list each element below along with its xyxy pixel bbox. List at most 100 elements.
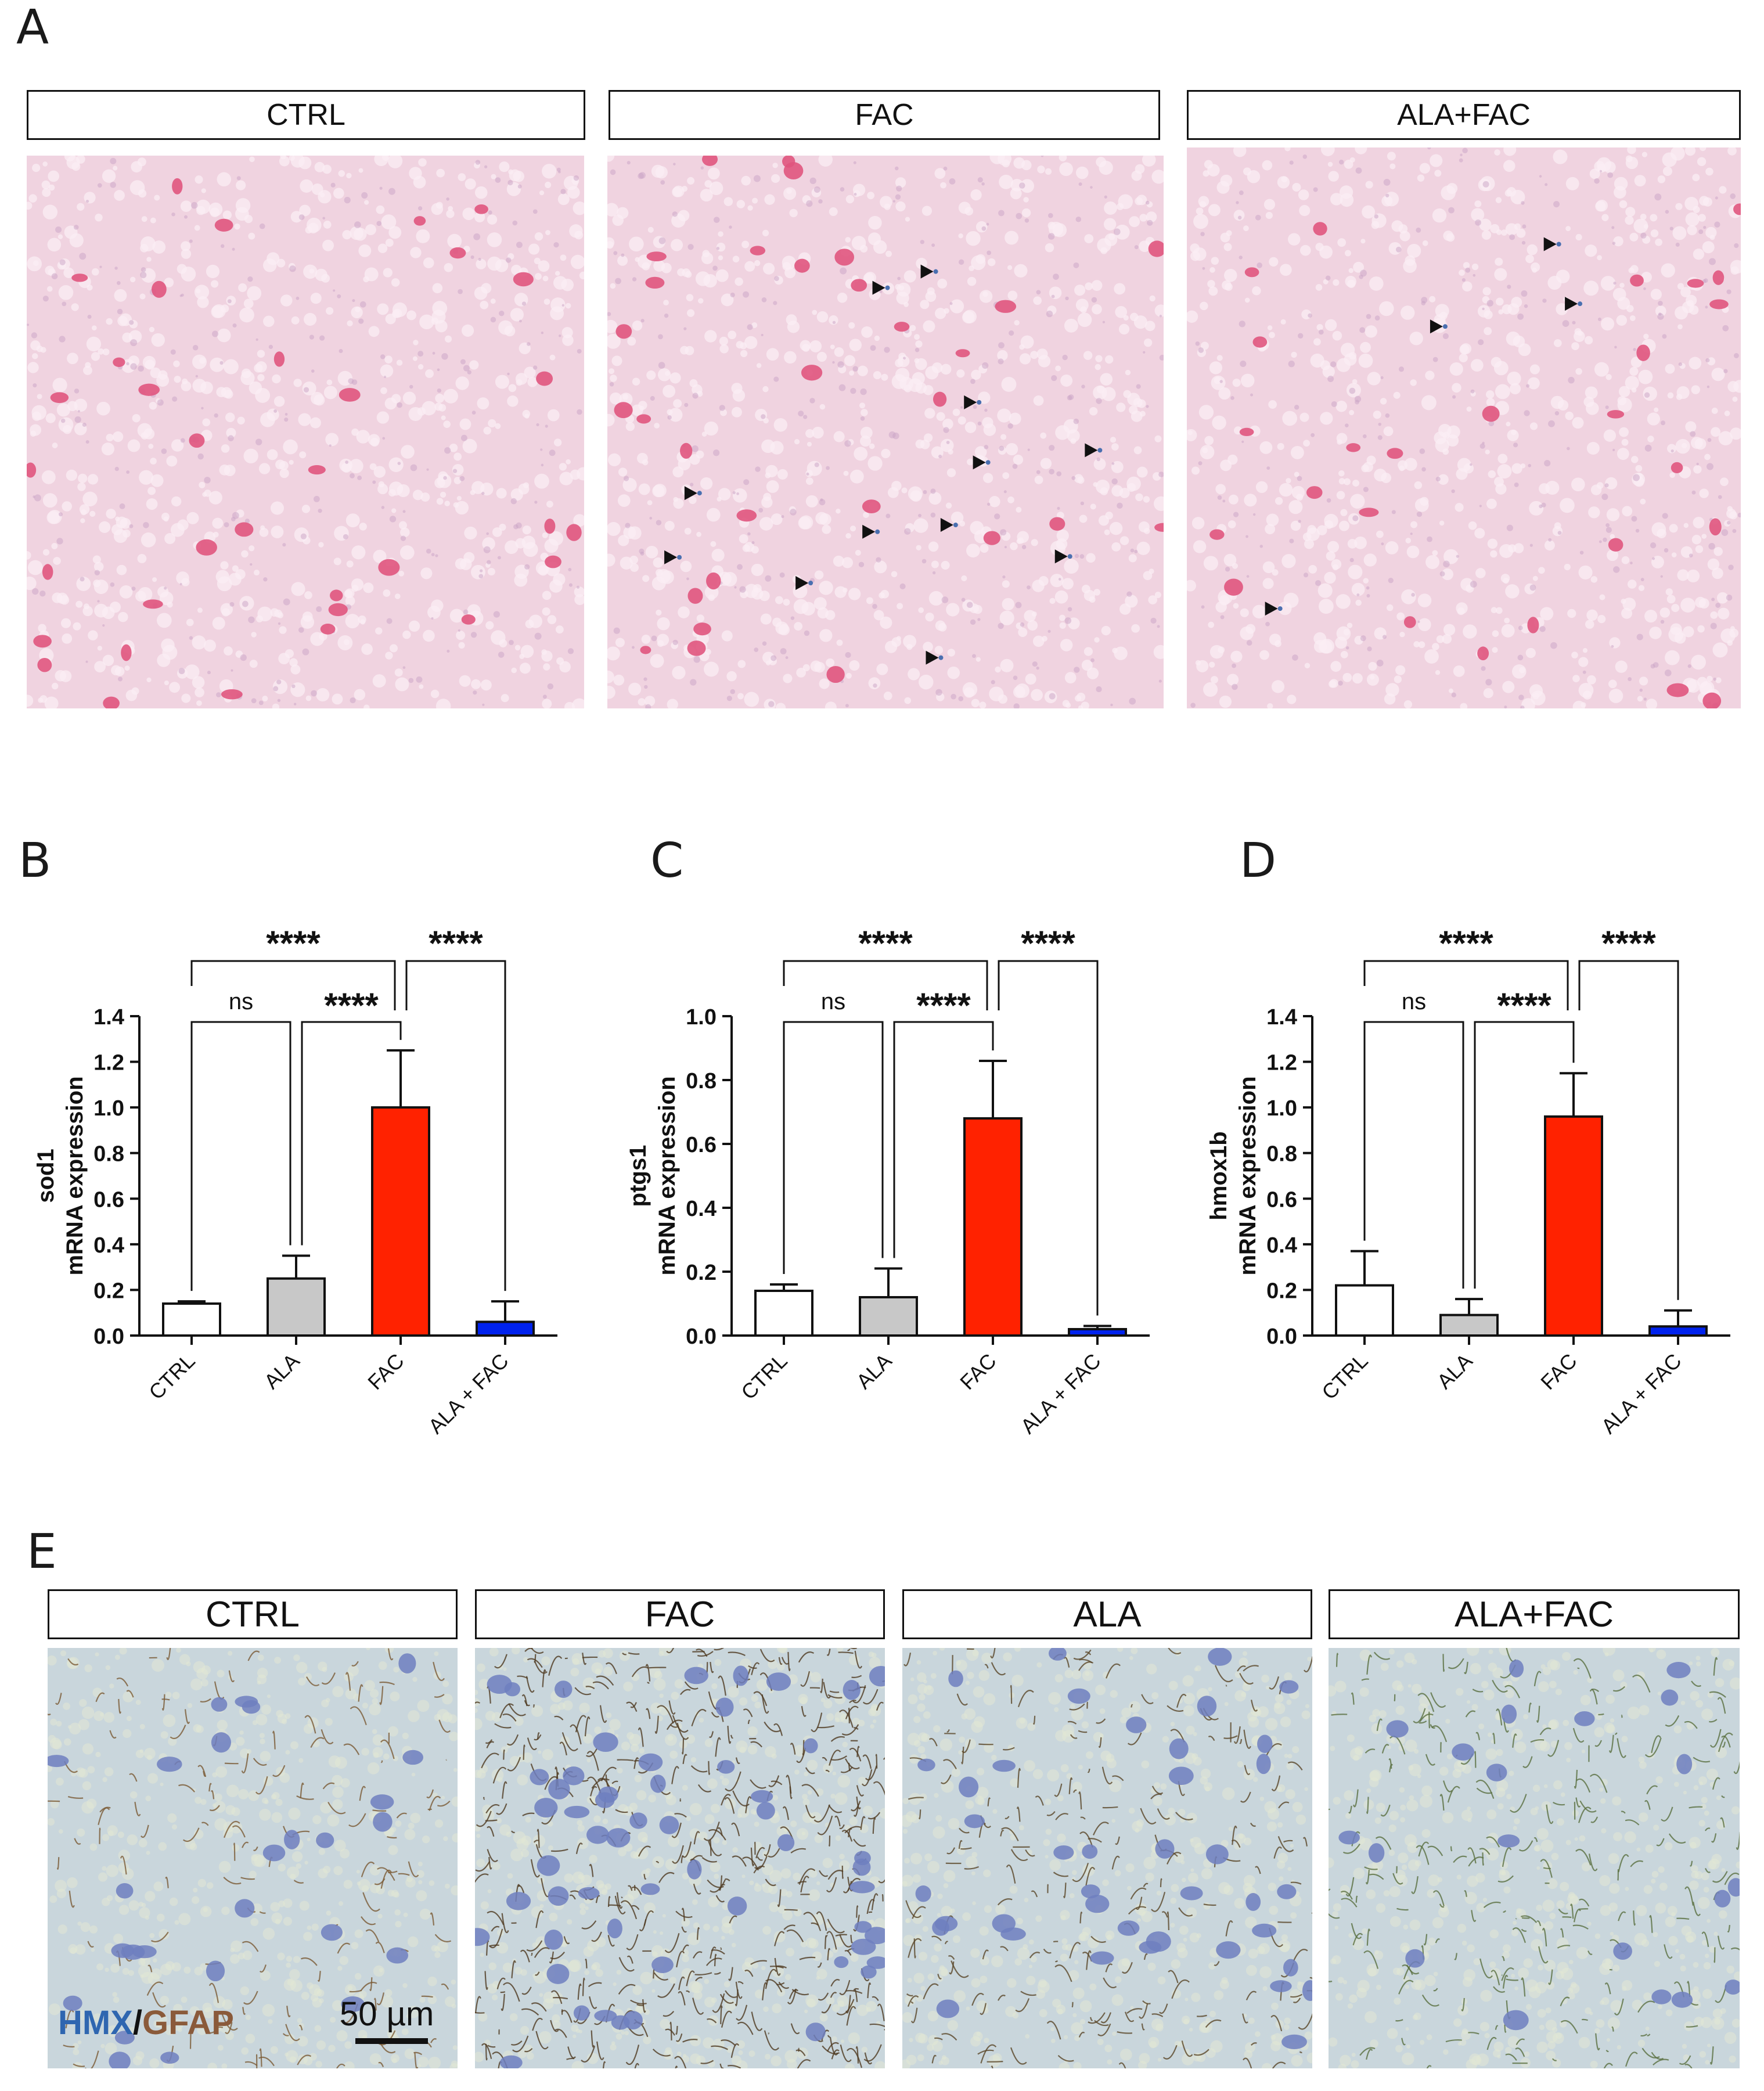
tissue-speckle [1585,386,1598,400]
tissue-speckle [1416,511,1423,517]
tissue-speckle [508,384,517,393]
tissue-speckle [610,169,616,175]
tissue-speckle [964,207,974,216]
tissue-speckle [744,692,759,707]
tissue-speckle [94,603,108,618]
tissue-speckle [579,1903,586,1909]
tissue-speckle [527,2052,534,2060]
tissue-speckle [1607,172,1614,178]
tissue-speckle [1438,474,1449,485]
tissue-speckle [1111,443,1119,451]
gfap-fiber [485,1819,498,1822]
arrowhead-icon [795,576,809,591]
tissue-speckle [672,665,686,680]
x-tick-label: ALA + FAC [423,1349,513,1438]
tissue-speckle [1544,460,1551,467]
tissue-speckle [556,167,561,172]
tissue-speckle [549,580,563,593]
tissue-speckle [241,550,249,558]
tissue-speckle [1250,393,1254,397]
gfap-fiber [512,2035,529,2053]
tissue-speckle [689,2035,701,2047]
tissue-speckle [165,1961,175,1971]
tissue-speckle [1442,431,1450,439]
tissue-speckle [903,270,916,283]
gfap-fiber [379,1686,384,1705]
tissue-speckle [977,177,983,183]
tissue-speckle [873,610,884,621]
tissue-speckle [288,1807,301,1820]
tissue-speckle [915,340,923,348]
tissue-speckle [326,307,334,315]
tissue-speckle [1143,338,1153,347]
tissue-speckle [667,1835,680,1847]
hmx-nucleus [854,1851,871,1866]
gfap-fiber [834,1815,841,1827]
tissue-speckle [1186,1726,1195,1735]
tissue-speckle [1677,324,1683,330]
tissue-speckle [804,630,810,636]
tissue-speckle [931,243,935,247]
tissue-speckle [943,427,949,433]
tissue-speckle [1401,589,1416,604]
tissue-speckle [1292,182,1301,192]
gfap-fiber [839,1980,851,1996]
tissue-speckle [174,376,181,383]
hmx-nucleus [475,1928,490,1946]
gfap-fiber [488,1856,492,1870]
tissue-speckle [1384,693,1396,705]
tissue-speckle [52,377,67,393]
tissue-speckle [1026,1975,1036,1985]
tissue-speckle [814,462,819,467]
tissue-speckle [1007,423,1013,429]
gfap-fiber [630,1702,637,1708]
tissue-speckle [769,1902,779,1912]
tissue-speckle [1059,622,1066,629]
tissue-speckle [443,1836,448,1841]
tissue-speckle [1557,531,1562,535]
tissue-speckle [283,1898,293,1908]
tissue-speckle [434,1651,439,1656]
tissue-speckle [1539,625,1546,632]
gfap-fiber [675,1910,693,1919]
tissue-speckle [429,1880,435,1886]
gfap-fiber [852,1685,866,1704]
tissue-speckle [1280,264,1292,276]
tissue-speckle [1222,280,1232,290]
gfap-fiber [868,1911,873,1913]
tissue-speckle [621,2031,625,2035]
tissue-speckle [142,355,156,369]
tissue-speckle [345,513,360,528]
tissue-speckle [77,483,86,491]
tissue-speckle [143,1747,156,1759]
tissue-speckle [838,384,846,391]
tissue-speckle [507,179,513,186]
tissue-speckle [991,680,995,685]
tissue-speckle [1494,149,1500,156]
tissue-speckle [912,372,925,386]
tissue-speckle [1355,167,1362,174]
tissue-speckle [1585,620,1594,629]
tissue-speckle [1677,283,1684,290]
tissue-speckle [901,487,908,494]
tissue-speckle [50,1800,59,1809]
tissue-speckle [1232,563,1239,569]
tissue-speckle [271,1794,277,1800]
tissue-speckle [1016,538,1022,544]
tissue-speckle [1587,675,1596,685]
gfap-fiber [434,1934,452,1942]
tissue-speckle [328,2045,336,2052]
nucleus [983,531,1000,545]
tissue-speckle [119,1648,127,1655]
tissue-speckle [1417,174,1425,182]
tissue-speckle [1234,1898,1245,1909]
tissue-speckle [1497,454,1508,464]
tissue-speckle [345,1688,357,1700]
tissue-speckle [60,1650,67,1657]
tissue-speckle [870,1724,874,1729]
tissue-speckle [919,674,934,690]
tissue-speckle [1605,374,1612,380]
tissue-speckle [1226,674,1239,686]
gfap-fiber [304,1715,316,1734]
tissue-speckle [712,1926,719,1932]
